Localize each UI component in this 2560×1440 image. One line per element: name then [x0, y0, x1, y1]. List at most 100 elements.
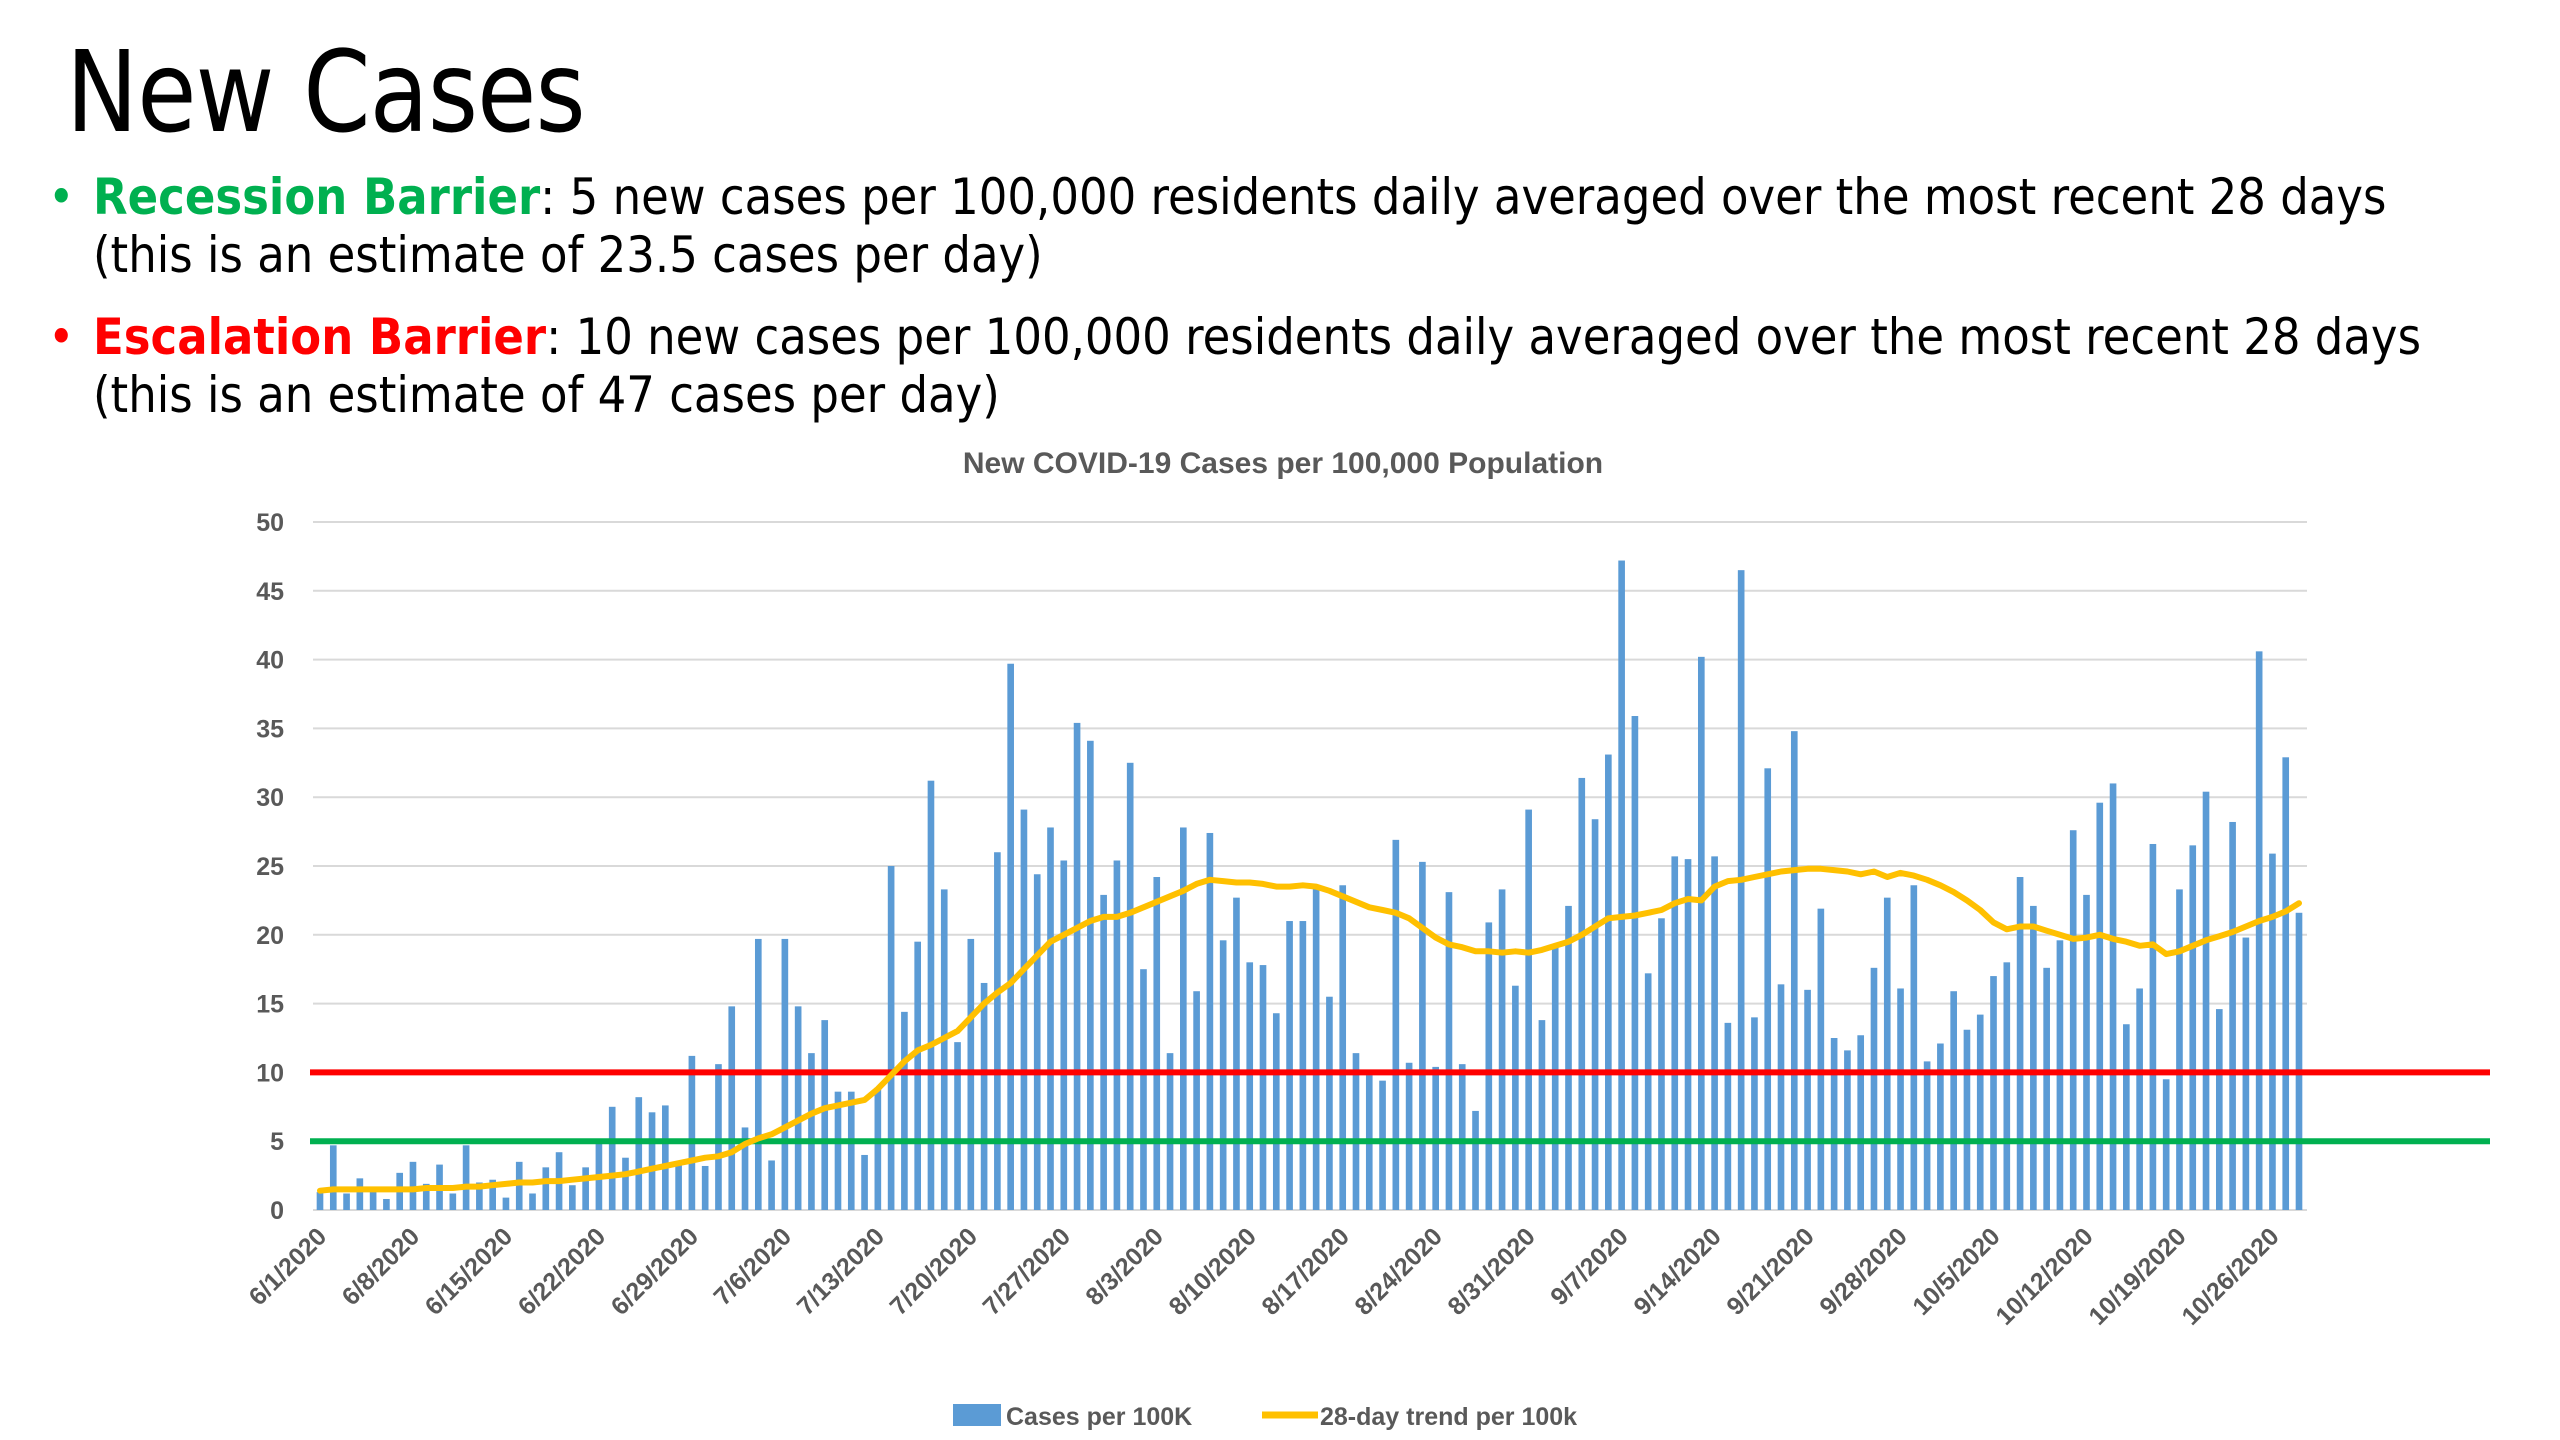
x-tick-label: 8/10/2020 — [1164, 1222, 1262, 1320]
bar — [2202, 791, 2210, 1210]
bar — [1551, 944, 1559, 1210]
y-axis-ticks: 0 5 10 15 20 25 30 35 40 45 50 — [256, 509, 284, 1225]
bullet-list: • Recession Barrier: 5 new cases per 100… — [48, 168, 2528, 448]
legend-swatch-cases — [953, 1404, 1001, 1426]
bar — [648, 1112, 656, 1210]
bar — [1751, 1017, 1758, 1210]
x-tick-label: 8/24/2020 — [1349, 1222, 1447, 1320]
bar — [901, 1011, 908, 1210]
bar — [356, 1178, 364, 1210]
y-tick-label: 20 — [256, 922, 284, 950]
bar — [794, 1006, 802, 1210]
bar — [369, 1190, 377, 1210]
x-tick-label: 7/6/2020 — [708, 1222, 797, 1311]
bar — [2109, 783, 2117, 1210]
bar — [329, 1145, 337, 1210]
bar — [1352, 1053, 1360, 1210]
bar — [1472, 1110, 1479, 1210]
x-tick-label: 10/5/2020 — [1907, 1222, 2005, 1320]
bar — [1857, 1035, 1865, 1210]
bar — [569, 1185, 576, 1210]
bar — [1644, 973, 1652, 1210]
x-tick-label: 8/3/2020 — [1080, 1222, 1169, 1311]
bar — [1923, 1061, 1931, 1210]
bar — [2136, 988, 2143, 1210]
bar — [316, 1192, 324, 1210]
bar — [529, 1193, 536, 1210]
bar — [914, 941, 922, 1210]
bar — [1790, 731, 1798, 1210]
bar — [1498, 889, 1506, 1210]
bar — [1126, 762, 1134, 1210]
bar — [1073, 722, 1081, 1210]
bar — [1937, 1043, 1944, 1210]
bar — [887, 866, 895, 1210]
escalation-barrier-estimate: (this is an estimate of 47 cases per day… — [93, 366, 1000, 424]
x-tick-label: 10/26/2020 — [2176, 1222, 2284, 1330]
bar — [1631, 716, 1639, 1210]
bar — [2215, 1009, 2223, 1210]
bar — [489, 1179, 496, 1210]
bar — [502, 1197, 510, 1210]
bar — [1512, 985, 1519, 1210]
bar — [1990, 976, 1997, 1210]
bar — [847, 1091, 855, 1210]
bar — [2176, 889, 2183, 1210]
bar — [2083, 894, 2090, 1210]
bar — [476, 1182, 483, 1210]
escalation-barrier-term: Escalation Barrier — [93, 308, 547, 366]
bar — [1419, 861, 1426, 1210]
bar — [2123, 1024, 2130, 1210]
bar — [808, 1053, 815, 1210]
bar — [1392, 839, 1400, 1210]
trend-line — [317, 865, 2302, 1194]
bar — [2043, 967, 2050, 1210]
bar — [1246, 962, 1254, 1210]
x-tick-label: 10/19/2020 — [2083, 1222, 2191, 1330]
x-tick-label: 6/29/2020 — [606, 1222, 704, 1320]
bar — [821, 1020, 829, 1210]
bar — [1259, 965, 1267, 1210]
bar — [688, 1055, 696, 1210]
bar — [1193, 991, 1200, 1210]
bar — [1007, 663, 1014, 1210]
bars-cases-per-100k — [316, 560, 2303, 1210]
bar — [940, 889, 948, 1210]
bar — [874, 1087, 882, 1210]
bar — [2269, 853, 2276, 1210]
bar — [980, 982, 988, 1210]
bar — [1312, 886, 1320, 1210]
bar — [1950, 991, 1957, 1210]
x-tick-label: 9/14/2020 — [1628, 1222, 1726, 1320]
bar — [1525, 809, 1532, 1210]
bullet-line-1: Recession Barrier: 5 new cases per 100,0… — [93, 168, 2386, 226]
bar — [1817, 908, 1825, 1210]
x-tick-label: 9/28/2020 — [1814, 1222, 1912, 1320]
bar — [1113, 860, 1121, 1210]
bar — [1671, 856, 1679, 1210]
y-tick-label: 30 — [256, 784, 284, 812]
bullet-dot-icon: • — [48, 168, 75, 226]
bar — [383, 1198, 390, 1210]
y-tick-label: 40 — [256, 647, 284, 675]
bar — [1206, 832, 1214, 1210]
bar — [1100, 894, 1107, 1210]
x-tick-label: 10/12/2020 — [1990, 1222, 2098, 1330]
x-tick-label: 9/7/2020 — [1545, 1222, 1634, 1311]
bar — [1578, 777, 1586, 1210]
bar — [1605, 754, 1612, 1210]
bar — [2003, 962, 2011, 1210]
x-tick-label: 6/22/2020 — [513, 1222, 611, 1320]
bar — [1166, 1053, 1174, 1210]
bar — [1272, 1013, 1280, 1210]
bar — [582, 1167, 589, 1210]
bar — [1724, 1022, 1732, 1210]
x-tick-label: 6/15/2020 — [420, 1222, 518, 1320]
y-tick-label: 25 — [256, 853, 284, 881]
bar — [675, 1163, 682, 1210]
bar — [1326, 996, 1333, 1210]
bar — [741, 1127, 749, 1210]
x-tick-label: 8/31/2020 — [1442, 1222, 1540, 1320]
bar — [1405, 1062, 1413, 1210]
